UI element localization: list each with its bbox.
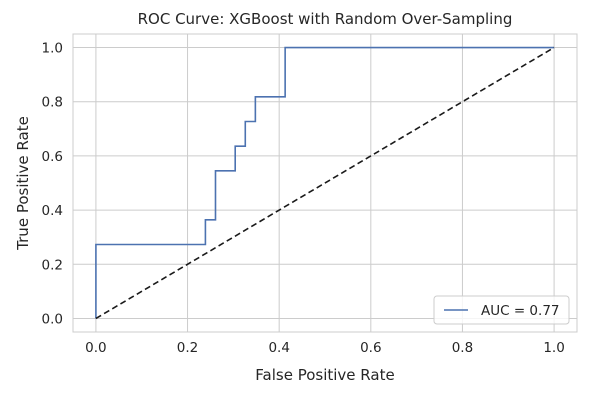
y-tick-label: 1.0 [42, 41, 63, 57]
x-tick-label: 0.4 [268, 340, 289, 356]
x-tick-label: 0.0 [85, 340, 106, 356]
plot-frame [72, 33, 578, 333]
tick-labels: 0.0 0.2 0.4 0.6 0.8 1.0 0.0 0.2 0.4 0.6 0.8 1.0 [42, 41, 565, 356]
y-axis-label: True Positive Rate [14, 116, 32, 251]
y-tick-label: 0.8 [42, 95, 63, 111]
y-tick-label: 0.0 [42, 311, 63, 327]
series-group [95, 46, 555, 320]
x-tick-label: 0.2 [177, 340, 198, 356]
y-tick-label: 0.4 [42, 203, 63, 219]
x-tick-label: 1.0 [543, 340, 564, 356]
y-tick-label: 0.6 [42, 149, 63, 165]
y-tick-label: 0.2 [42, 257, 63, 273]
chart-title: ROC Curve: XGBoost with Random Over-Samp… [138, 10, 513, 28]
roc-curve-line [95, 46, 555, 319]
legend: AUC = 0.77 [433, 295, 570, 325]
x-tick-label: 0.8 [452, 340, 473, 356]
chance-diagonal-line [95, 46, 555, 320]
x-axis-label: False Positive Rate [255, 366, 394, 384]
legend-box [433, 295, 570, 325]
x-tick-label: 0.6 [360, 340, 381, 356]
legend-label: AUC = 0.77 [481, 303, 560, 319]
